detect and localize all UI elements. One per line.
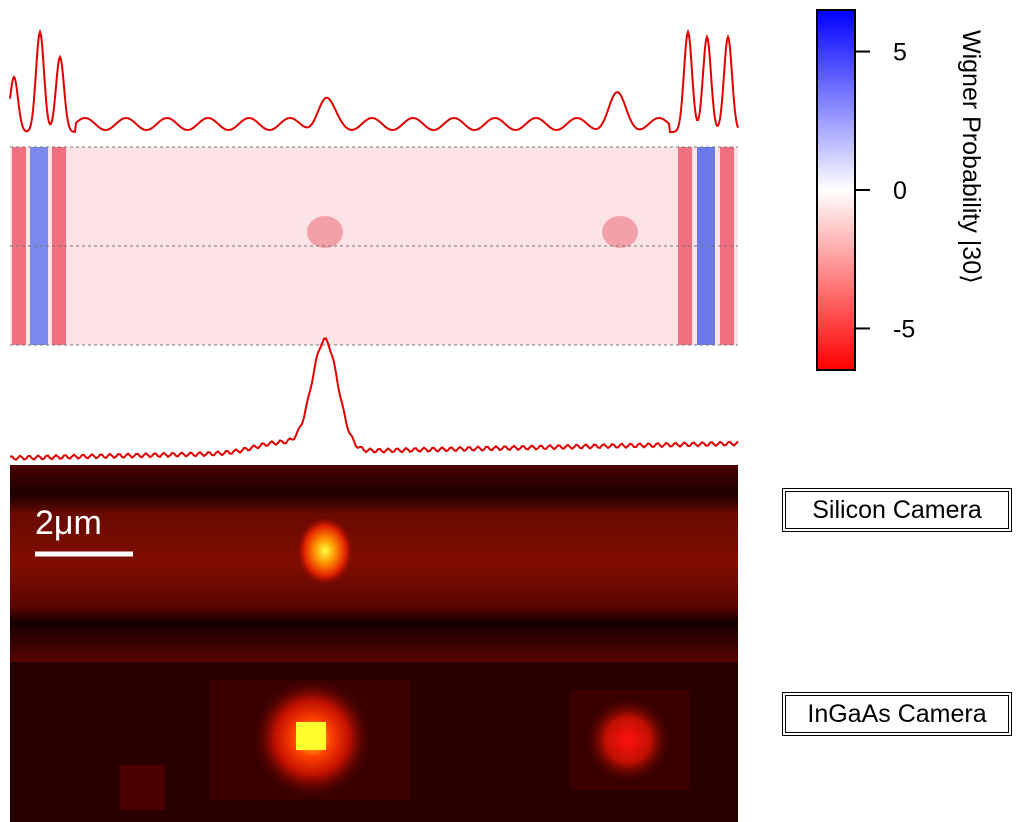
profile-trace: [9, 28, 739, 133]
colorbar-tick-label: 5: [893, 39, 907, 67]
colorbar: [816, 9, 856, 371]
colorbar-tick-label: -5: [893, 315, 915, 343]
panel-label: Silicon Camera: [782, 488, 1012, 532]
colorbar-label: Wigner Probability |30⟩: [957, 30, 985, 284]
silicon-image: [10, 465, 738, 662]
wigner-map: [10, 146, 738, 346]
ingaas-image: [10, 662, 738, 822]
profile-trace: [9, 337, 739, 462]
panel-label: InGaAs Camera: [782, 692, 1012, 736]
scale-bar-label: 2μm: [35, 504, 102, 542]
colorbar-tick-label: 0: [893, 177, 907, 205]
